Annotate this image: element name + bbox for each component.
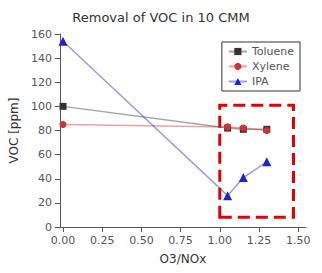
svg-text:0.25: 0.25: [90, 234, 115, 247]
svg-text:Xylene: Xylene: [252, 60, 290, 73]
svg-text:160: 160: [31, 28, 52, 41]
svg-text:60: 60: [38, 148, 52, 161]
svg-text:20: 20: [38, 196, 52, 209]
svg-text:1.25: 1.25: [247, 234, 272, 247]
svg-text:VOC [ppm]: VOC [ppm]: [7, 98, 21, 164]
svg-text:Toluene: Toluene: [251, 45, 294, 58]
svg-text:1.50: 1.50: [286, 234, 311, 247]
svg-text:140: 140: [31, 52, 52, 65]
svg-text:0.50: 0.50: [129, 234, 154, 247]
svg-text:40: 40: [38, 172, 52, 185]
svg-text:120: 120: [31, 76, 52, 89]
svg-text:IPA: IPA: [252, 75, 269, 88]
svg-text:0.00: 0.00: [51, 234, 76, 247]
svg-text:1.00: 1.00: [208, 234, 233, 247]
svg-text:80: 80: [38, 124, 52, 137]
svg-text:100: 100: [31, 100, 52, 113]
svg-text:0: 0: [45, 221, 52, 234]
svg-text:Removal of VOC in 10 CMM: Removal of VOC in 10 CMM: [72, 10, 249, 25]
svg-text:O3/NOx: O3/NOx: [160, 252, 207, 266]
svg-text:0.75: 0.75: [168, 234, 193, 247]
